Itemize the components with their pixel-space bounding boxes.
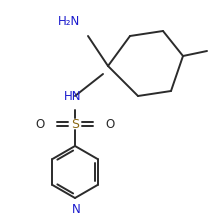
Text: O: O: [105, 118, 114, 131]
Text: H₂N: H₂N: [58, 15, 80, 28]
Text: HN: HN: [64, 90, 82, 103]
Text: N: N: [72, 203, 80, 216]
Text: O: O: [36, 118, 45, 131]
Text: S: S: [71, 118, 79, 131]
